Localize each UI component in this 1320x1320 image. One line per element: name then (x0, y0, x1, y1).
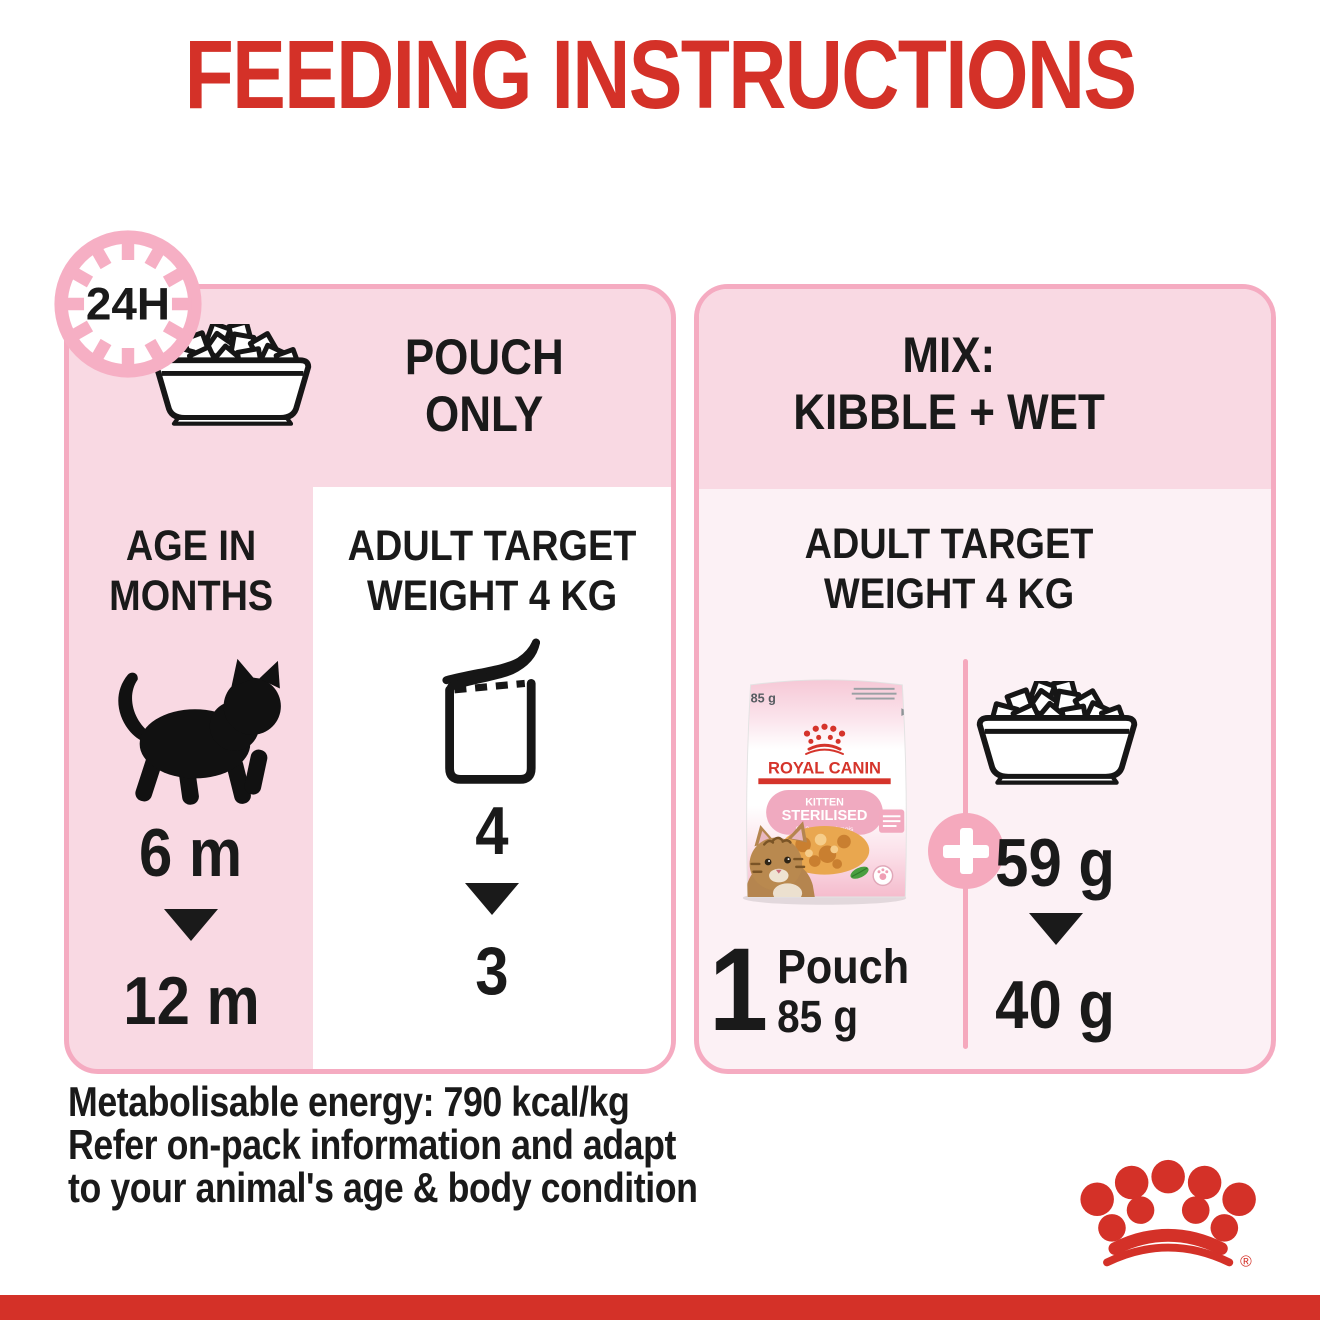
kibble-from: 59 g (995, 825, 1116, 901)
page-title: FEEDING INSTRUCTIONS (184, 20, 1138, 129)
down-arrow-icon (164, 909, 218, 941)
right-panel-title: MIX: KIBBLE + WET (699, 327, 1199, 441)
pack-kitten-photo (746, 821, 815, 898)
pack-variant: STERILISED (782, 808, 868, 824)
kibble-bowl-icon (976, 681, 1138, 785)
pouch-count-to: 3 (475, 933, 509, 1009)
right-panel-title-line1: MIX: (902, 327, 996, 383)
pack-size-label: 85 g (751, 691, 776, 705)
pack-crown-logo (803, 723, 846, 744)
pouch-only-panel: POUCH ONLY ADULT TARGET WEIGHT 4 KG 4 3 (64, 284, 676, 1074)
plus-icon (928, 813, 1004, 889)
pack-range: KITTEN (805, 797, 844, 809)
kibble-to: 40 g (995, 967, 1116, 1043)
pouch-count-from: 4 (475, 793, 509, 869)
kitten-silhouette-icon (118, 658, 281, 805)
pack-fineprint-lines (851, 687, 897, 700)
registered-mark: ® (1240, 1253, 1252, 1270)
metabolisable-energy-note: Metabolisable energy: 790 kcal/kg Refer … (68, 1078, 698, 1211)
mix-panel-header (699, 289, 1271, 489)
pack-badge-icon (872, 865, 894, 887)
royal-canin-crown-logo: ® (1080, 1159, 1256, 1270)
pouch-count: 1 (709, 924, 769, 1056)
left-panel-title-line1: POUCH (404, 329, 564, 385)
left-panel-title-line2: ONLY (424, 386, 544, 442)
adult-target-weight-heading-left: ADULT TARGET WEIGHT 4 KG (347, 522, 637, 620)
wet-amount-block: 1 Pouch 85 g (709, 924, 910, 1056)
age-to: 12 m (122, 963, 260, 1039)
right-panel-title-line2: KIBBLE + WET (793, 384, 1105, 440)
pack-jelly-tag (879, 809, 905, 833)
product-pouch-image: 85 g ROYAL CANIN KITTEN STERILISED (742, 679, 907, 905)
age-from: 6 m (139, 815, 243, 891)
pouch-icon (442, 638, 540, 784)
left-panel-title: POUCH ONLY (314, 329, 654, 443)
pack-brand: ROYAL CANIN (768, 758, 881, 777)
24h-label: 24H (86, 277, 170, 329)
pouch-weight: 85 g (777, 991, 859, 1042)
pouch-unit: Pouch (777, 941, 910, 994)
adult-target-weight-heading-right: ADULT TARGET WEIGHT 4 KG (804, 520, 1094, 618)
24h-clock-icon: 24H (54, 230, 202, 378)
down-arrow-icon (1029, 913, 1083, 945)
pouch-only-white-column: ADULT TARGET WEIGHT 4 KG 4 3 (313, 487, 671, 1069)
age-in-months-heading: AGE IN MONTHS (109, 522, 273, 620)
down-arrow-icon (465, 883, 519, 915)
mix-kibble-wet-panel: MIX: KIBBLE + WET ADULT TARGET WEIGHT 4 … (694, 284, 1276, 1074)
pack-leaf-icon (850, 866, 869, 879)
bottom-red-bar (0, 1295, 1320, 1320)
